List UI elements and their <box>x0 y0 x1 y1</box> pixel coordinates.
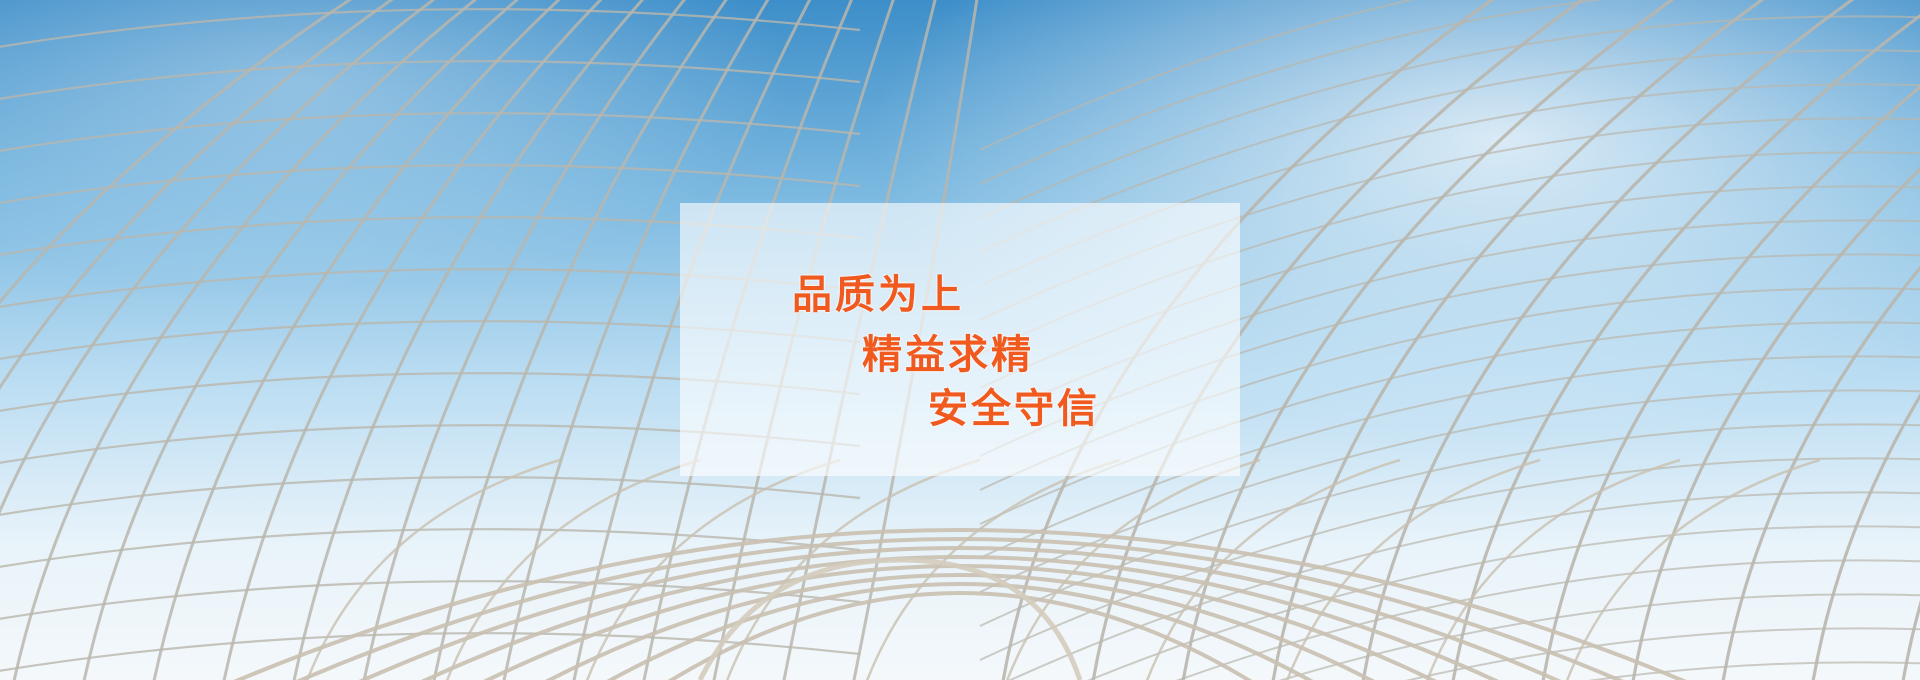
front-lattice <box>1145 458 1401 680</box>
roof-rib <box>362 0 686 680</box>
front-arch <box>233 528 1687 680</box>
slogan-line-trust: 安全守信 <box>928 386 1100 432</box>
roof-rib-right <box>1091 0 1585 680</box>
front-lattice <box>865 458 1121 680</box>
front-lattice <box>1005 458 1261 680</box>
roof-rib <box>502 0 770 680</box>
roof-rib <box>152 0 561 680</box>
front-arch <box>421 555 1499 680</box>
front-lattice <box>725 458 981 680</box>
roof-rib <box>432 0 728 680</box>
roof-purlin <box>0 164 861 204</box>
roof-purlin <box>0 476 861 516</box>
front-lattice <box>1285 458 1541 680</box>
roof-purlin <box>0 632 861 672</box>
roof-rib <box>292 0 645 680</box>
roof-purlin <box>0 580 861 620</box>
front-arch <box>545 573 1375 680</box>
roof-rib <box>0 0 394 391</box>
roof-rib-right <box>1451 13 1920 680</box>
front-ring <box>697 557 1083 680</box>
roof-crossbar <box>1008 491 1920 680</box>
roof-rib <box>0 0 436 515</box>
roof-crossbar <box>979 389 1920 593</box>
roof-rib <box>82 0 519 680</box>
roof-crossbar <box>1278 593 1920 680</box>
roof-rib-right <box>1811 393 1920 680</box>
roof-rib-right <box>1271 0 1765 680</box>
roof-crossbar <box>1587 661 1920 680</box>
slogan-line-quality: 品质为上 <box>792 272 964 318</box>
front-lattice <box>305 458 561 680</box>
slogan-line-excellence: 精益求精 <box>862 332 1034 378</box>
roof-rib-right <box>1181 0 1675 680</box>
roof-purlin <box>0 112 861 152</box>
front-arch <box>606 582 1314 680</box>
roof-rib-right <box>1631 167 1920 680</box>
roof-rib-right <box>1361 0 1855 680</box>
roof-rib <box>0 0 353 305</box>
roof-crossbar <box>1087 525 1920 680</box>
front-lattice <box>585 458 841 680</box>
roof-rib-right <box>1721 265 1920 680</box>
front-lattice <box>445 458 701 680</box>
front-arch <box>296 537 1624 680</box>
front-arch <box>358 546 1562 680</box>
front-lattice <box>1565 458 1821 680</box>
roof-crossbar <box>979 0 1603 185</box>
roof-rib-right <box>1541 84 1920 680</box>
roof-rib <box>222 0 603 680</box>
roof-purlin <box>0 528 861 568</box>
roof-crossbar <box>979 457 1920 661</box>
slogan-panel <box>680 203 1240 476</box>
roof-crossbar <box>979 0 1415 151</box>
roof-purlin <box>0 8 861 48</box>
front-lattice <box>1425 458 1681 680</box>
roof-rib <box>12 0 478 680</box>
roof-purlin <box>0 60 861 100</box>
roof-crossbar <box>979 355 1920 559</box>
roof-crossbar <box>979 15 1920 219</box>
roof-crossbar <box>1405 627 1920 680</box>
roof-crossbar <box>979 49 1920 253</box>
front-arch <box>667 591 1253 680</box>
